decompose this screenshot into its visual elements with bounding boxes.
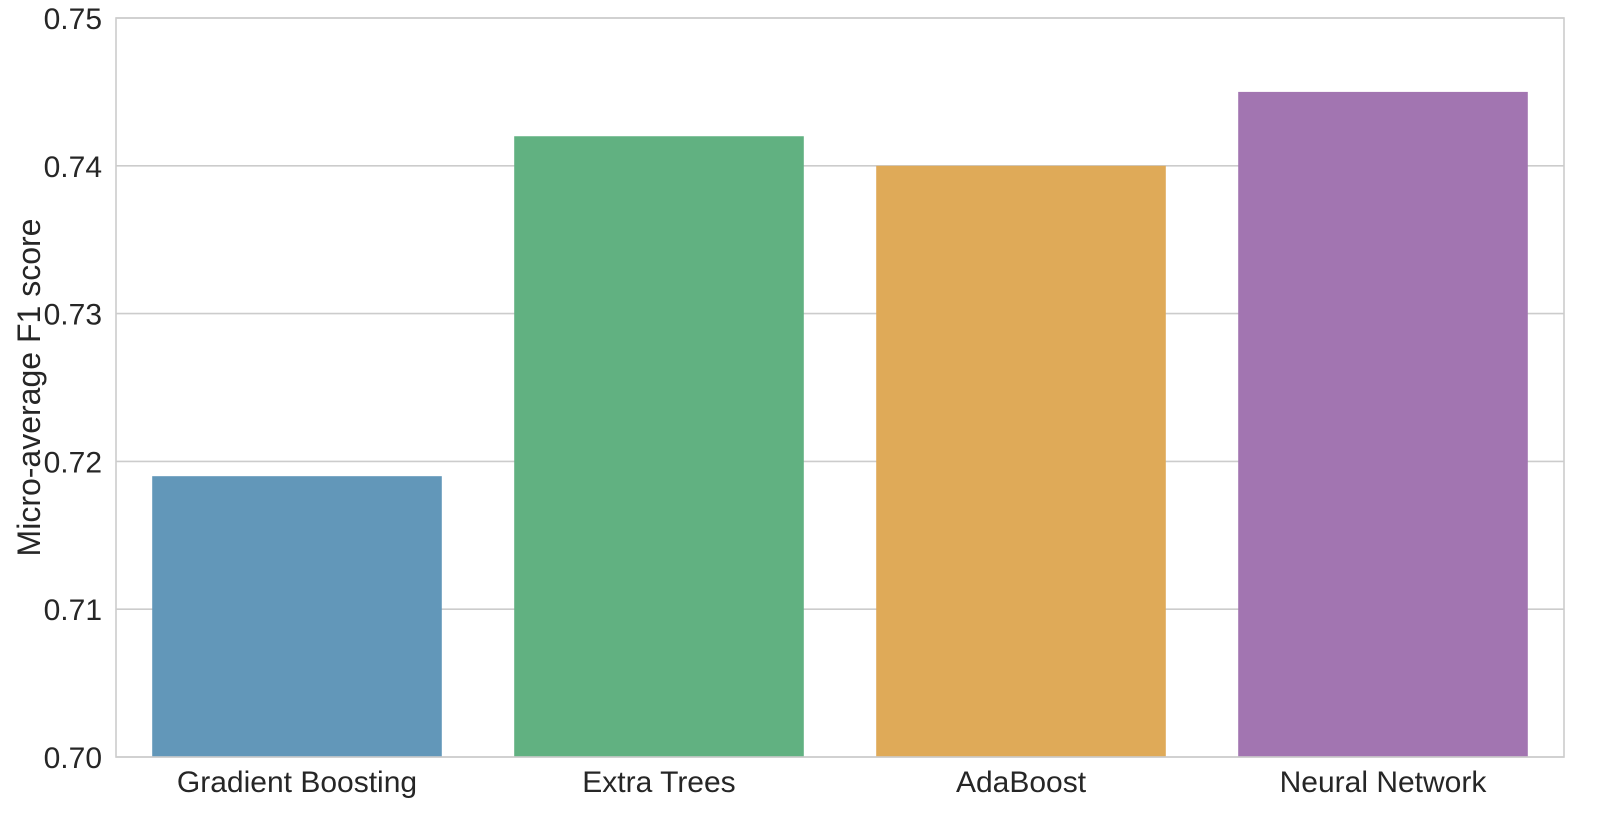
- y-tick-labels: 0.70 0.71 0.72 0.73 0.74 0.75: [44, 3, 102, 775]
- x-tick-label: Extra Trees: [582, 766, 735, 799]
- bar-adaboost: [876, 165, 1166, 758]
- y-tick-label: 0.75: [44, 3, 102, 36]
- y-axis-label: Micro-average F1 score: [11, 219, 47, 557]
- bars: [152, 91, 1528, 758]
- plot-frame: [115, 17, 1565, 758]
- y-tick-label: 0.73: [44, 299, 102, 332]
- x-tick-label: Gradient Boosting: [177, 766, 417, 799]
- y-tick-label: 0.71: [44, 594, 102, 627]
- y-tick-label: 0.74: [44, 151, 102, 184]
- y-tick-label: 0.72: [44, 446, 102, 479]
- bar-extra-trees: [514, 136, 804, 758]
- bar-neural-network: [1238, 91, 1528, 757]
- x-tick-label: Neural Network: [1280, 766, 1488, 799]
- bar-gradient-boosting: [152, 476, 442, 757]
- y-tick-label: 0.70: [44, 742, 102, 775]
- x-tick-labels: Gradient Boosting Extra Trees AdaBoost Neur…: [177, 766, 1487, 799]
- x-tick-label: AdaBoost: [956, 766, 1087, 799]
